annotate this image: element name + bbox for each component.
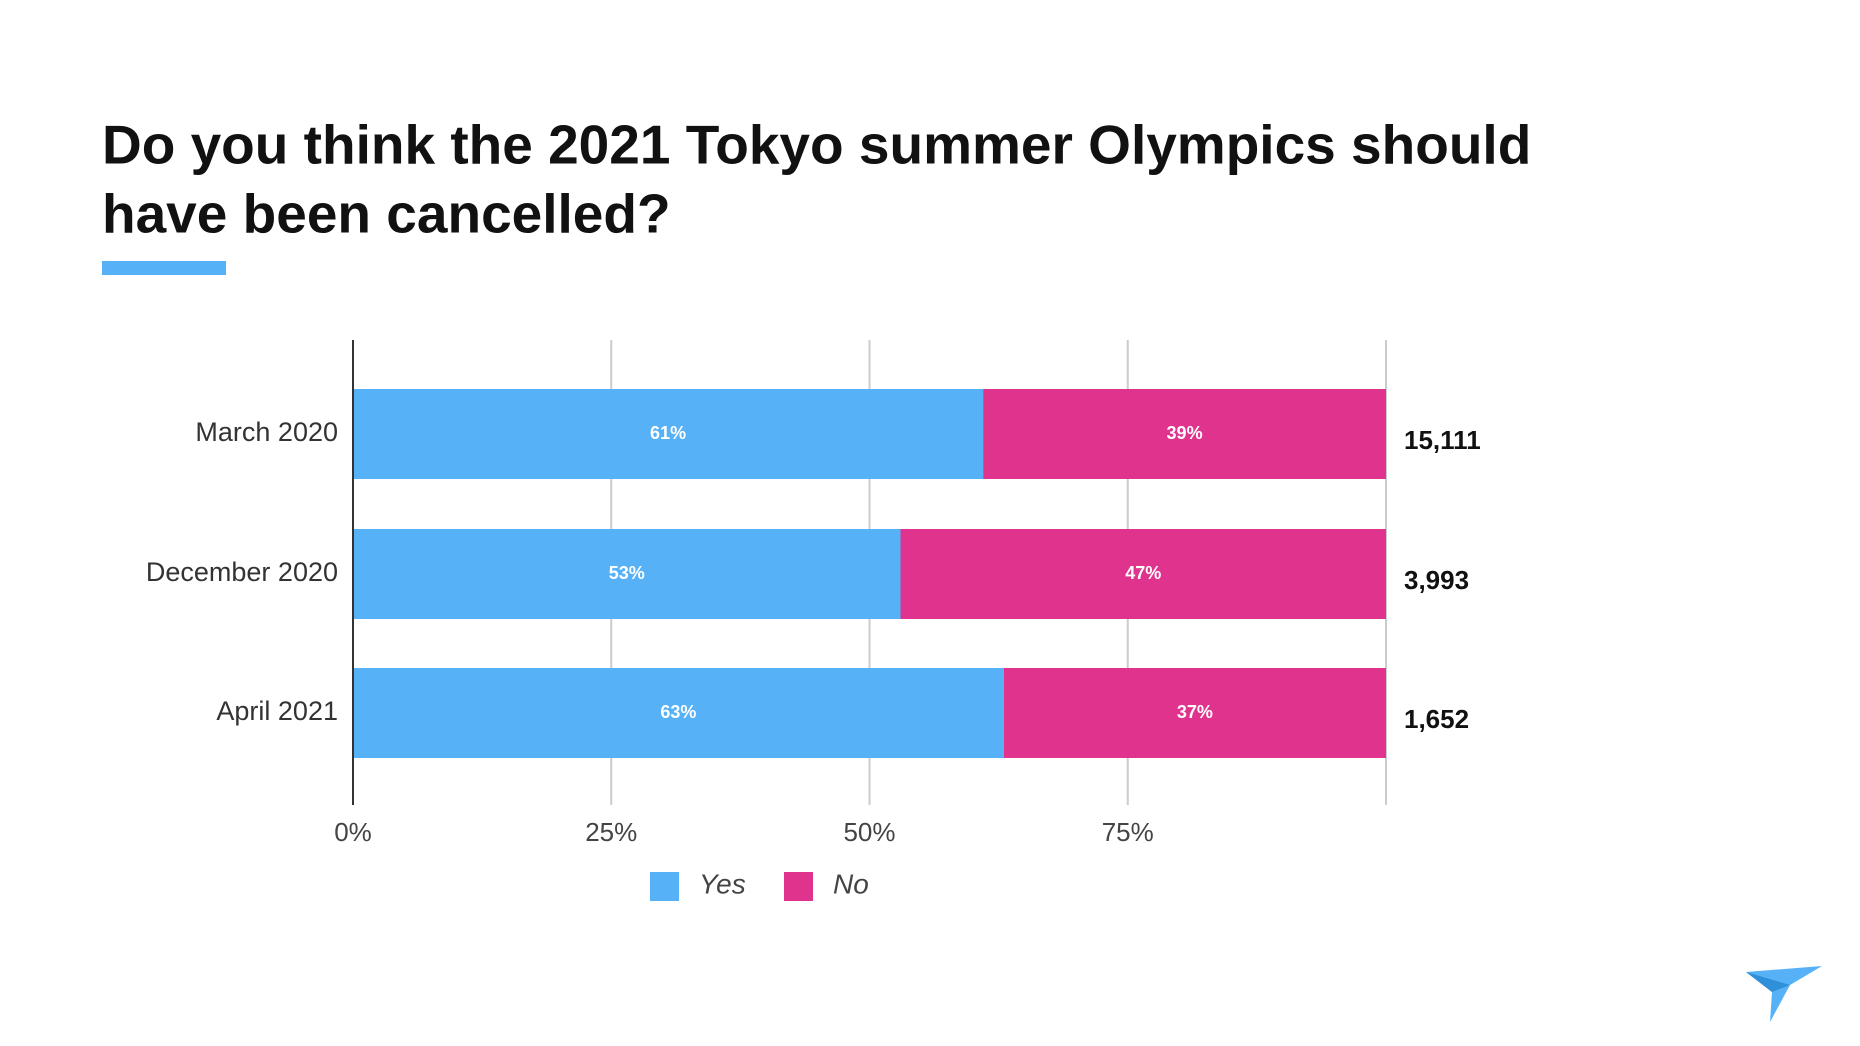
legend-swatch — [784, 872, 813, 901]
bar-segment — [353, 389, 984, 479]
category-label: December 2020 — [146, 557, 338, 587]
chart-title: Do you think the 2021 Tokyo summer Olymp… — [102, 114, 1531, 176]
bar-segment — [900, 529, 1386, 619]
bar-segment — [1003, 668, 1386, 758]
respondent-count: 15,111 — [1404, 425, 1481, 455]
legend-label: No — [833, 868, 869, 899]
bar-segment — [983, 389, 1386, 479]
legend-label: Yes — [699, 868, 746, 899]
bar-segment — [353, 668, 1004, 758]
value-label: 37% — [1177, 702, 1213, 722]
bar-segment — [353, 529, 901, 619]
category-label: March 2020 — [195, 417, 338, 447]
logo — [1746, 966, 1822, 1022]
value-label: 39% — [1167, 423, 1203, 443]
x-tick-label: 25% — [585, 817, 637, 847]
chart-title: have been cancelled? — [102, 183, 671, 245]
value-label: 47% — [1125, 563, 1161, 583]
x-tick-label: 0% — [334, 817, 372, 847]
legend-swatch — [650, 872, 679, 901]
title-underline — [102, 261, 226, 275]
value-label: 63% — [660, 702, 696, 722]
value-label: 61% — [650, 423, 686, 443]
category-label: April 2021 — [216, 696, 338, 726]
x-tick-label: 75% — [1102, 817, 1154, 847]
respondent-count: 1,652 — [1404, 704, 1469, 734]
respondent-count: 3,993 — [1404, 565, 1469, 595]
x-tick-label: 50% — [843, 817, 895, 847]
value-label: 53% — [609, 563, 645, 583]
